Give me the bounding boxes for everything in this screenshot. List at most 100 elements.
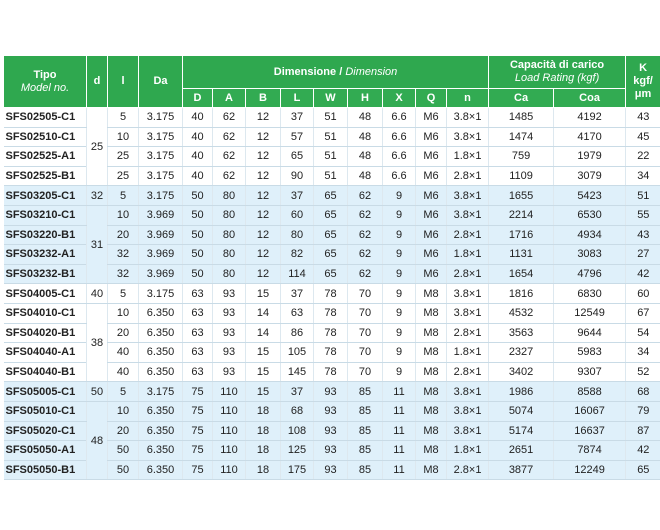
table-row: SFS03232-B1 32 3.969 50 80 12 114 65 62 9 M6 2.8×1 1… xyxy=(3,264,660,285)
value-cell: 7874 xyxy=(553,440,626,461)
subheader-cell: X xyxy=(382,88,416,108)
subheader-cell: n xyxy=(445,88,490,108)
model-cell: SFS04020-B1 xyxy=(3,323,87,344)
value-cell: 3.175 xyxy=(138,381,183,402)
value-cell: 85 xyxy=(347,460,383,481)
value-cell: 79 xyxy=(625,401,660,422)
subheader-cell: D xyxy=(182,88,213,108)
value-cell: 3.175 xyxy=(138,146,183,167)
value-cell: 14 xyxy=(245,323,281,344)
table-row: SFS02525-B1 25 3.175 40 62 12 90 51 48 6.6 M6 2.8×1… xyxy=(3,166,660,187)
value-cell: M6 xyxy=(415,107,447,128)
model-cell: SFS02525-B1 xyxy=(3,166,87,187)
d-cell: 38 xyxy=(86,303,108,383)
header-cell: Capacità di carico Load Rating (kgf) xyxy=(488,55,627,89)
value-cell: 75 xyxy=(182,381,213,402)
value-cell: 75 xyxy=(182,440,213,461)
d-cell: 40 xyxy=(86,283,108,304)
value-cell: 45 xyxy=(625,127,660,148)
value-cell: 1716 xyxy=(488,225,554,246)
value-cell: 4934 xyxy=(553,225,626,246)
value-cell: 5423 xyxy=(553,185,626,206)
value-cell: 1109 xyxy=(488,166,554,187)
value-cell: 50 xyxy=(182,244,213,265)
value-cell: 65 xyxy=(313,244,348,265)
value-cell: 65 xyxy=(313,264,348,285)
model-cell: SFS05020-C1 xyxy=(3,421,87,442)
value-cell: 9 xyxy=(382,205,416,226)
d-cell: 25 xyxy=(86,107,108,187)
value-cell: 87 xyxy=(625,421,660,442)
model-cell: SFS03220-B1 xyxy=(3,225,87,246)
value-cell: 60 xyxy=(625,283,660,304)
value-cell: 85 xyxy=(347,440,383,461)
header-text: Model no. xyxy=(20,81,70,94)
value-cell: 62 xyxy=(347,244,383,265)
value-cell: 80 xyxy=(212,205,246,226)
value-cell: 9 xyxy=(382,244,416,265)
value-cell: 5 xyxy=(107,283,139,304)
subheader-cell: Coa xyxy=(553,88,627,108)
value-cell: 145 xyxy=(280,362,314,383)
value-cell: 108 xyxy=(280,421,314,442)
table-row: SFS04005-C1 40 5 3.175 63 93 15 37 78 70 9 M8 3.8×1 1… xyxy=(3,283,660,304)
value-cell: 37 xyxy=(280,107,314,128)
value-cell: 62 xyxy=(347,264,383,285)
model-cell: SFS05050-A1 xyxy=(3,440,87,461)
value-cell: 3.8×1 xyxy=(445,421,489,442)
value-cell: 63 xyxy=(182,283,213,304)
value-cell: 50 xyxy=(107,440,139,461)
table-row: SFS05005-C1 50 5 3.175 75 110 15 37 93 85 11 M8 3.8×… xyxy=(3,381,660,402)
value-cell: 1986 xyxy=(488,381,554,402)
value-cell: 90 xyxy=(280,166,314,187)
value-cell: 1485 xyxy=(488,107,554,128)
header-text: kgf/μm xyxy=(633,75,653,100)
value-cell: 4796 xyxy=(553,264,626,285)
value-cell: 12249 xyxy=(553,460,626,481)
value-cell: 3.8×1 xyxy=(445,401,489,422)
value-cell: M8 xyxy=(415,283,447,304)
value-cell: 3.969 xyxy=(138,264,183,285)
value-cell: 3.8×1 xyxy=(445,185,489,206)
value-cell: 3.8×1 xyxy=(445,127,489,148)
subheader-cell: A xyxy=(212,88,246,108)
value-cell: 16067 xyxy=(553,401,626,422)
value-cell: 62 xyxy=(212,127,246,148)
value-cell: 80 xyxy=(280,225,314,246)
value-cell: 10 xyxy=(107,303,139,324)
value-cell: 1.8×1 xyxy=(445,244,489,265)
value-cell: 114 xyxy=(280,264,314,285)
value-cell: 40 xyxy=(182,107,213,128)
value-cell: 6.6 xyxy=(382,146,416,167)
value-cell: 75 xyxy=(182,460,213,481)
table-row: SFS03205-C1 32 5 3.175 50 80 12 37 65 62 9 M6 3.8×1 1… xyxy=(3,185,660,206)
value-cell: 1.8×1 xyxy=(445,342,489,363)
value-cell: 14 xyxy=(245,303,281,324)
value-cell: 93 xyxy=(212,362,246,383)
header-text: / xyxy=(339,65,343,78)
value-cell: M6 xyxy=(415,146,447,167)
table-row: SFS04020-B1 20 6.350 63 93 14 86 78 70 9 M8 2.8×1 35… xyxy=(3,323,660,344)
value-cell: 93 xyxy=(313,381,348,402)
value-cell: 6.350 xyxy=(138,440,183,461)
value-cell: 80 xyxy=(212,225,246,246)
model-cell: SFS02505-C1 xyxy=(3,107,87,128)
value-cell: 12 xyxy=(245,264,281,285)
value-cell: 3.969 xyxy=(138,225,183,246)
value-cell: 3083 xyxy=(553,244,626,265)
value-cell: 6.350 xyxy=(138,303,183,324)
value-cell: 18 xyxy=(245,401,281,422)
value-cell: 43 xyxy=(625,107,660,128)
subheader-cell: H xyxy=(347,88,383,108)
value-cell: 78 xyxy=(313,283,348,304)
value-cell: 25 xyxy=(107,166,139,187)
value-cell: 2.8×1 xyxy=(445,362,489,383)
table-row: SFS02510-C1 10 3.175 40 62 12 57 51 48 6.6 M6 3.8×1… xyxy=(3,127,660,148)
value-cell: 15 xyxy=(245,381,281,402)
value-cell: 2327 xyxy=(488,342,554,363)
value-cell: 62 xyxy=(212,146,246,167)
value-cell: 6.6 xyxy=(382,127,416,148)
value-cell: 51 xyxy=(313,127,348,148)
